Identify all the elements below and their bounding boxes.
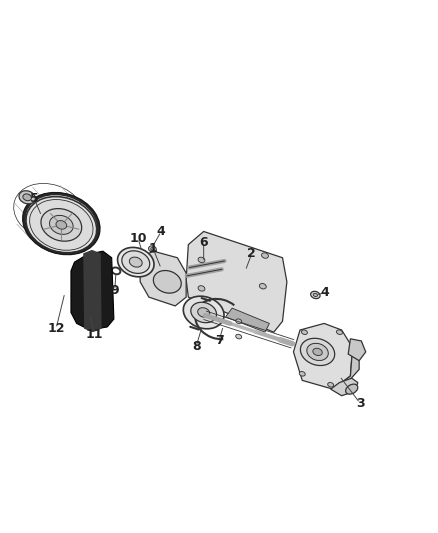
- Ellipse shape: [198, 286, 205, 291]
- Polygon shape: [333, 348, 359, 389]
- Polygon shape: [71, 251, 114, 330]
- Polygon shape: [186, 231, 287, 332]
- Ellipse shape: [261, 253, 268, 259]
- Text: 9: 9: [110, 284, 119, 297]
- Ellipse shape: [346, 384, 358, 394]
- Ellipse shape: [56, 221, 67, 229]
- Text: 6: 6: [199, 236, 208, 249]
- Ellipse shape: [129, 257, 142, 267]
- Ellipse shape: [49, 215, 73, 235]
- Polygon shape: [140, 251, 186, 306]
- Ellipse shape: [151, 248, 154, 251]
- Ellipse shape: [26, 197, 97, 253]
- Ellipse shape: [328, 383, 334, 387]
- Ellipse shape: [236, 319, 242, 324]
- Ellipse shape: [41, 208, 82, 241]
- Ellipse shape: [117, 247, 154, 277]
- Polygon shape: [226, 308, 269, 332]
- Ellipse shape: [19, 191, 35, 204]
- Ellipse shape: [299, 372, 305, 376]
- Ellipse shape: [198, 308, 210, 317]
- Ellipse shape: [198, 257, 205, 263]
- Ellipse shape: [122, 251, 150, 273]
- Text: 4: 4: [321, 286, 329, 300]
- Ellipse shape: [307, 343, 328, 360]
- Ellipse shape: [259, 284, 266, 289]
- Text: 5: 5: [30, 192, 39, 205]
- Ellipse shape: [30, 199, 93, 251]
- Text: 3: 3: [356, 397, 364, 410]
- Ellipse shape: [153, 271, 181, 293]
- Text: 7: 7: [215, 335, 223, 348]
- Ellipse shape: [148, 246, 156, 252]
- Polygon shape: [83, 250, 102, 332]
- Ellipse shape: [301, 330, 307, 335]
- Text: 2: 2: [247, 247, 256, 260]
- Ellipse shape: [313, 348, 322, 356]
- Ellipse shape: [191, 302, 216, 322]
- Text: 10: 10: [129, 231, 147, 245]
- Ellipse shape: [236, 334, 242, 339]
- Text: 4: 4: [157, 225, 166, 238]
- Ellipse shape: [336, 330, 343, 335]
- Polygon shape: [331, 378, 358, 395]
- Text: 12: 12: [47, 322, 65, 335]
- Ellipse shape: [300, 338, 335, 366]
- Text: 8: 8: [192, 340, 201, 353]
- Ellipse shape: [313, 293, 318, 296]
- Polygon shape: [348, 339, 366, 361]
- Text: 1: 1: [149, 243, 158, 255]
- Ellipse shape: [183, 296, 224, 329]
- Polygon shape: [293, 324, 353, 389]
- Ellipse shape: [311, 292, 320, 298]
- Text: 11: 11: [85, 328, 103, 341]
- Ellipse shape: [23, 194, 32, 201]
